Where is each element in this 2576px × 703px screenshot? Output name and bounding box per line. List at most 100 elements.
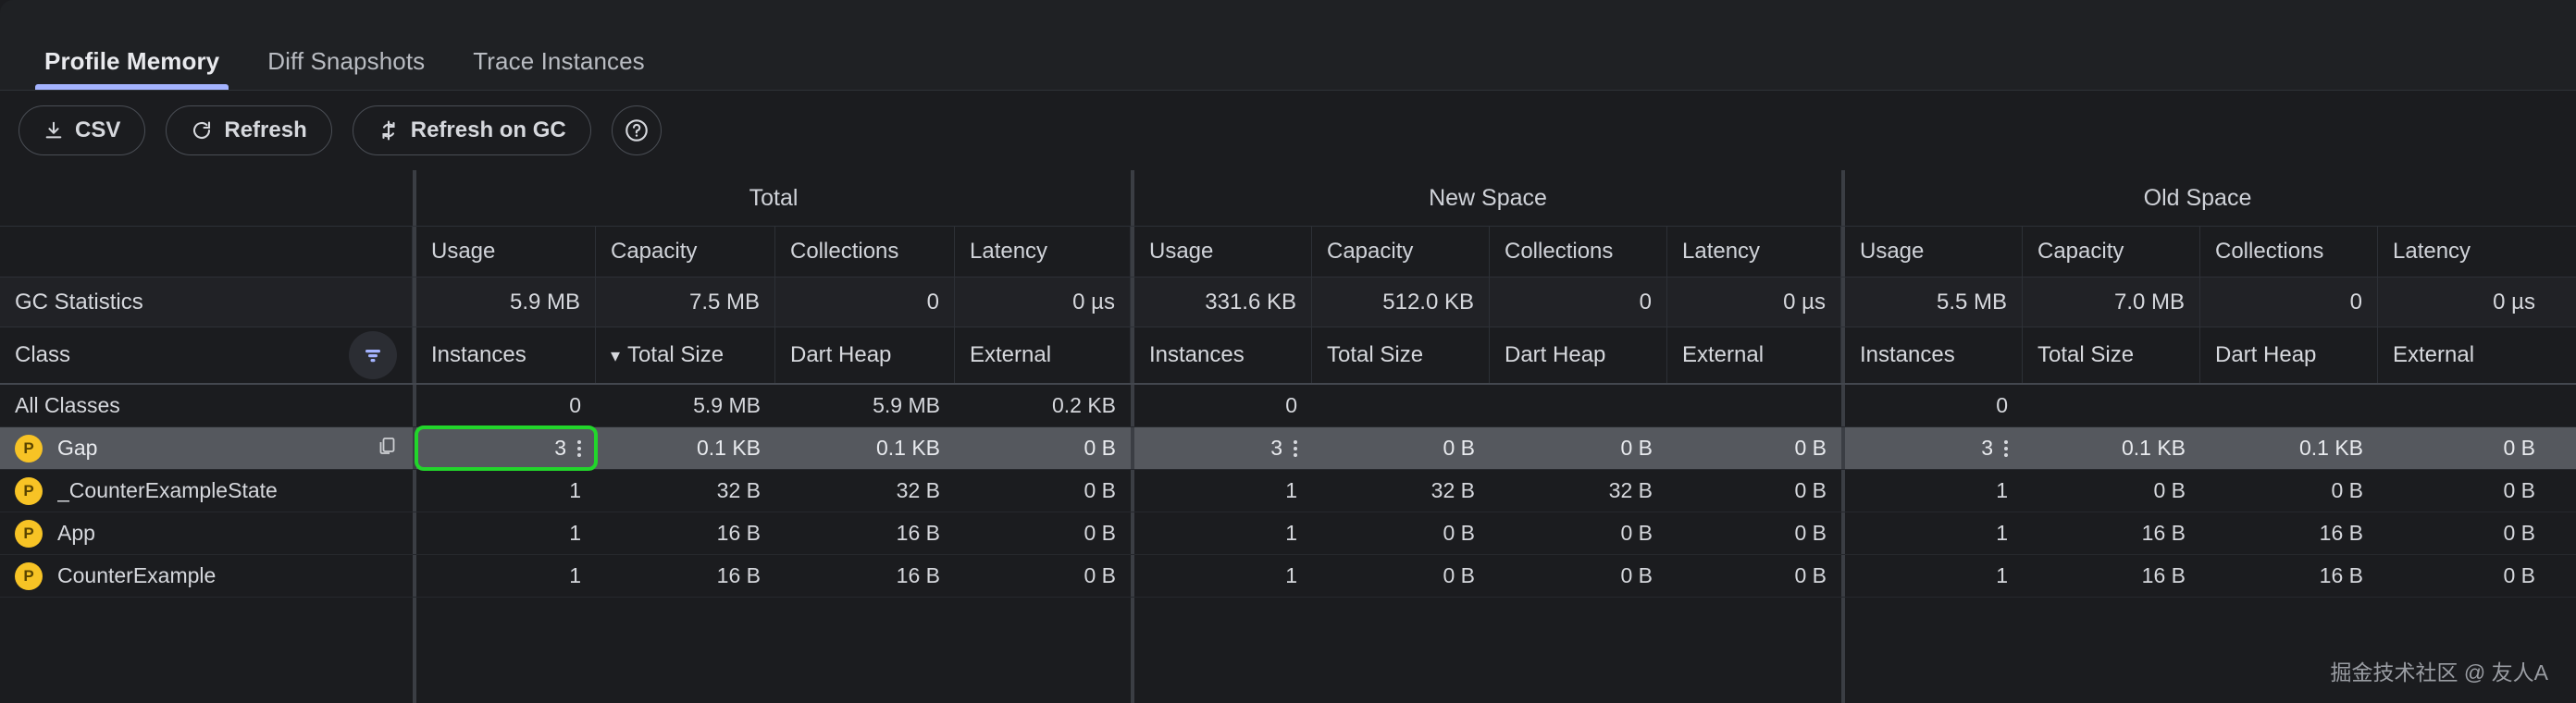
- refresh-label: Refresh: [224, 117, 307, 142]
- cell-new-instances[interactable]: 3: [1134, 427, 1312, 469]
- table-row[interactable]: P _CounterExampleState 1 32 B 32 B 0 B 1…: [0, 470, 2576, 512]
- cell-total-instances[interactable]: 3: [415, 426, 598, 471]
- column-divider: [413, 470, 416, 512]
- gc-header-total-collections[interactable]: Collections: [775, 227, 955, 277]
- gc-old-latency: 0 µs: [2493, 289, 2535, 314]
- column-divider: [1131, 470, 1134, 512]
- more-options-icon[interactable]: [2004, 439, 2008, 457]
- table-group-header-row: Total New Space Old Space: [0, 170, 2576, 226]
- gc-header-new-collections[interactable]: Collections: [1490, 227, 1667, 277]
- csv-export-button[interactable]: CSV: [19, 105, 146, 155]
- gc-header-total-capacity[interactable]: Capacity: [596, 227, 775, 277]
- cell-new-total-size: 32 B: [1430, 478, 1475, 502]
- cell-new-external: [1667, 385, 1841, 426]
- gc-header-row: Usage Capacity Collections Latency Usage…: [0, 226, 2576, 278]
- class-header-new-instances[interactable]: Instances: [1134, 327, 1312, 383]
- more-options-icon[interactable]: [577, 439, 581, 457]
- class-header-old-external[interactable]: External: [2393, 342, 2475, 367]
- filter-icon[interactable]: [349, 331, 397, 379]
- cell-old-instances: 1: [1996, 563, 2008, 587]
- cell-new-external: 0 B: [1794, 436, 1827, 460]
- column-divider: [413, 278, 416, 327]
- gc-total-collections: 0: [775, 278, 955, 327]
- table-row[interactable]: All Classes 0 5.9 MB 5.9 MB 0.2 KB 0 0: [0, 385, 2576, 427]
- column-divider: [1841, 327, 1845, 383]
- class-name: _CounterExampleState: [57, 478, 278, 502]
- cell-new-external: 0 B: [1794, 521, 1827, 545]
- class-header-new-external[interactable]: External: [1667, 327, 1841, 383]
- column-divider: [1131, 385, 1134, 426]
- help-button[interactable]: [611, 105, 662, 155]
- csv-export-label: CSV: [75, 117, 121, 142]
- empty-new-space-col: [1134, 598, 1841, 703]
- cell-total-instances: 0: [569, 393, 581, 417]
- class-header-total-dart-heap[interactable]: Dart Heap: [775, 327, 955, 383]
- cell-new-instances: 1: [1285, 521, 1297, 545]
- class-name: CounterExample: [57, 563, 217, 587]
- class-header-old-total-size[interactable]: Total Size: [2023, 327, 2200, 383]
- gc-header-new-latency[interactable]: Latency: [1667, 227, 1841, 277]
- copy-icon[interactable]: [376, 435, 398, 462]
- table-row[interactable]: P Gap 3 0.1 KB 0.1 KB 0 B 3: [0, 426, 2576, 471]
- cell-old-instances[interactable]: 3: [1845, 427, 2023, 469]
- tab-diff-snapshots[interactable]: Diff Snapshots: [243, 49, 449, 90]
- gc-header-new-usage[interactable]: Usage: [1134, 227, 1312, 277]
- refresh-on-gc-button[interactable]: Refresh on GC: [352, 105, 591, 155]
- class-header-new-total-size[interactable]: Total Size: [1312, 327, 1490, 383]
- group-total: Total: [749, 184, 799, 211]
- cell-old-external: 0 B: [2503, 478, 2535, 502]
- refresh-button[interactable]: Refresh: [166, 105, 332, 155]
- column-divider: [413, 598, 416, 703]
- column-divider: [1131, 278, 1134, 327]
- cell-old-instances: 1: [1996, 478, 2008, 502]
- empty-name-col: [0, 598, 413, 703]
- download-icon: [43, 120, 64, 141]
- cell-total-instances: 1: [569, 478, 581, 502]
- gc-header-name: [0, 227, 413, 277]
- tab-trace-instances[interactable]: Trace Instances: [449, 49, 669, 90]
- gc-total-capacity: 7.5 MB: [596, 278, 775, 327]
- memory-classes-table: Total New Space Old Space Usage Capacity…: [0, 170, 2576, 703]
- sync-icon: [378, 119, 400, 142]
- cell-old-external: 0 B: [2503, 563, 2535, 587]
- class-header-total-external[interactable]: External: [955, 327, 1131, 383]
- cell-old-dart-heap: 0.1 KB: [2298, 436, 2363, 460]
- column-divider: [1131, 227, 1134, 277]
- class-header-name-cell[interactable]: Class: [0, 327, 413, 383]
- cell-new-dart-heap: 32 B: [1608, 478, 1653, 502]
- row-name-cell: P Gap: [0, 427, 413, 469]
- cell-old-total-size: 16 B: [2141, 521, 2186, 545]
- table-row[interactable]: P App 1 16 B 16 B 0 B 1 0 B 0 B 0 B 1 16…: [0, 512, 2576, 555]
- tab-profile-memory[interactable]: Profile Memory: [20, 49, 243, 90]
- gc-header-old-capacity[interactable]: Capacity: [2023, 227, 2200, 277]
- cell-new-total-size: 0 B: [1443, 563, 1475, 587]
- class-header-old-instances[interactable]: Instances: [1845, 327, 2023, 383]
- column-divider: [1841, 555, 1845, 597]
- class-header-total-size[interactable]: ▾ Total Size: [596, 327, 775, 383]
- gc-old-usage: 5.5 MB: [1845, 278, 2023, 327]
- gc-header-new-capacity[interactable]: Capacity: [1312, 227, 1490, 277]
- column-divider: [1841, 512, 1845, 554]
- refresh-on-gc-label: Refresh on GC: [410, 117, 566, 142]
- class-header-old-dart-heap[interactable]: Dart Heap: [2200, 327, 2378, 383]
- class-header-total-instances[interactable]: Instances: [416, 327, 596, 383]
- gc-new-latency: 0 µs: [1667, 278, 1841, 327]
- column-divider: [1841, 227, 1845, 277]
- gc-new-collections: 0: [1490, 278, 1667, 327]
- gc-header-total-latency[interactable]: Latency: [955, 227, 1131, 277]
- cell-new-dart-heap: 0 B: [1620, 521, 1653, 545]
- more-options-icon[interactable]: [1294, 439, 1297, 457]
- cell-old-instances: 1: [1996, 521, 2008, 545]
- cell-new-dart-heap: [1490, 385, 1667, 426]
- cell-total-dart-heap: 16 B: [896, 521, 940, 545]
- gc-header-old-latency[interactable]: Latency: [2393, 239, 2471, 264]
- table-row[interactable]: P CounterExample 1 16 B 16 B 0 B 1 0 B 0…: [0, 555, 2576, 598]
- column-divider: [1131, 427, 1134, 469]
- column-divider: [1841, 385, 1845, 426]
- gc-header-old-usage[interactable]: Usage: [1845, 227, 2023, 277]
- gc-header-old-collections[interactable]: Collections: [2200, 227, 2378, 277]
- gc-header-total-usage[interactable]: Usage: [416, 227, 596, 277]
- class-header-new-dart-heap[interactable]: Dart Heap: [1490, 327, 1667, 383]
- cell-total-instances: 1: [569, 521, 581, 545]
- cell-total-size: 16 B: [716, 521, 761, 545]
